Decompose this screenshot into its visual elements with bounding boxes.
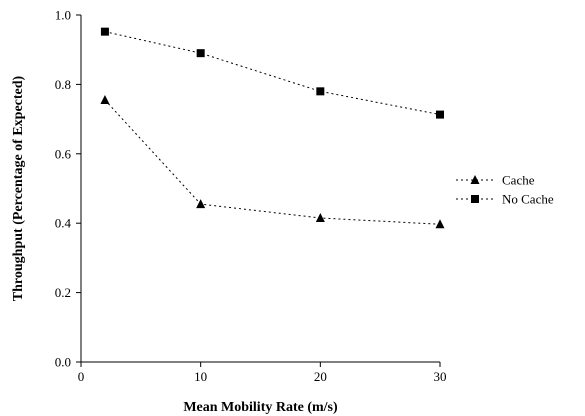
square-marker: [100, 27, 109, 36]
legend: Cache No Cache: [456, 173, 554, 207]
y-tick-label: 0.8: [55, 77, 71, 92]
y-tick-label: 0.4: [55, 216, 72, 231]
legend-item: Cache: [456, 173, 535, 188]
legend-label: Cache: [502, 173, 535, 188]
square-marker: [436, 110, 444, 119]
square-marker: [471, 195, 479, 203]
square-marker: [196, 49, 205, 58]
series-line: [104, 99, 441, 225]
x-tick-label: 30: [434, 369, 447, 384]
y-axis-ticks: 0.0 0.2 0.4 0.6 0.8 1.0: [55, 8, 81, 370]
y-tick-label: 0.2: [55, 285, 71, 300]
y-axis-title: Throughput (Percentage of Expected): [11, 75, 26, 301]
square-marker: [316, 87, 325, 96]
x-tick-label: 0: [78, 369, 85, 384]
y-tick-label: 0.6: [55, 146, 72, 161]
x-axis-ticks: 0 10 20 30: [78, 362, 447, 384]
triangle-marker: [435, 219, 445, 229]
series-no-cache: [100, 27, 444, 119]
triangle-marker: [196, 199, 206, 209]
series-line: [104, 31, 441, 116]
y-tick-label: 0.0: [55, 355, 71, 370]
legend-label: No Cache: [502, 192, 554, 207]
legend-item: No Cache: [456, 192, 554, 207]
y-tick-label: 1.0: [55, 8, 71, 23]
x-tick-label: 10: [194, 369, 207, 384]
triangle-marker: [315, 212, 325, 222]
triangle-marker: [100, 95, 110, 105]
x-axis-title: Mean Mobility Rate (m/s): [183, 400, 338, 415]
series-cache: [100, 95, 445, 229]
series-layer: [100, 27, 445, 229]
axes: [80, 15, 440, 363]
x-tick-label: 20: [314, 369, 327, 384]
triangle-marker: [470, 175, 480, 184]
